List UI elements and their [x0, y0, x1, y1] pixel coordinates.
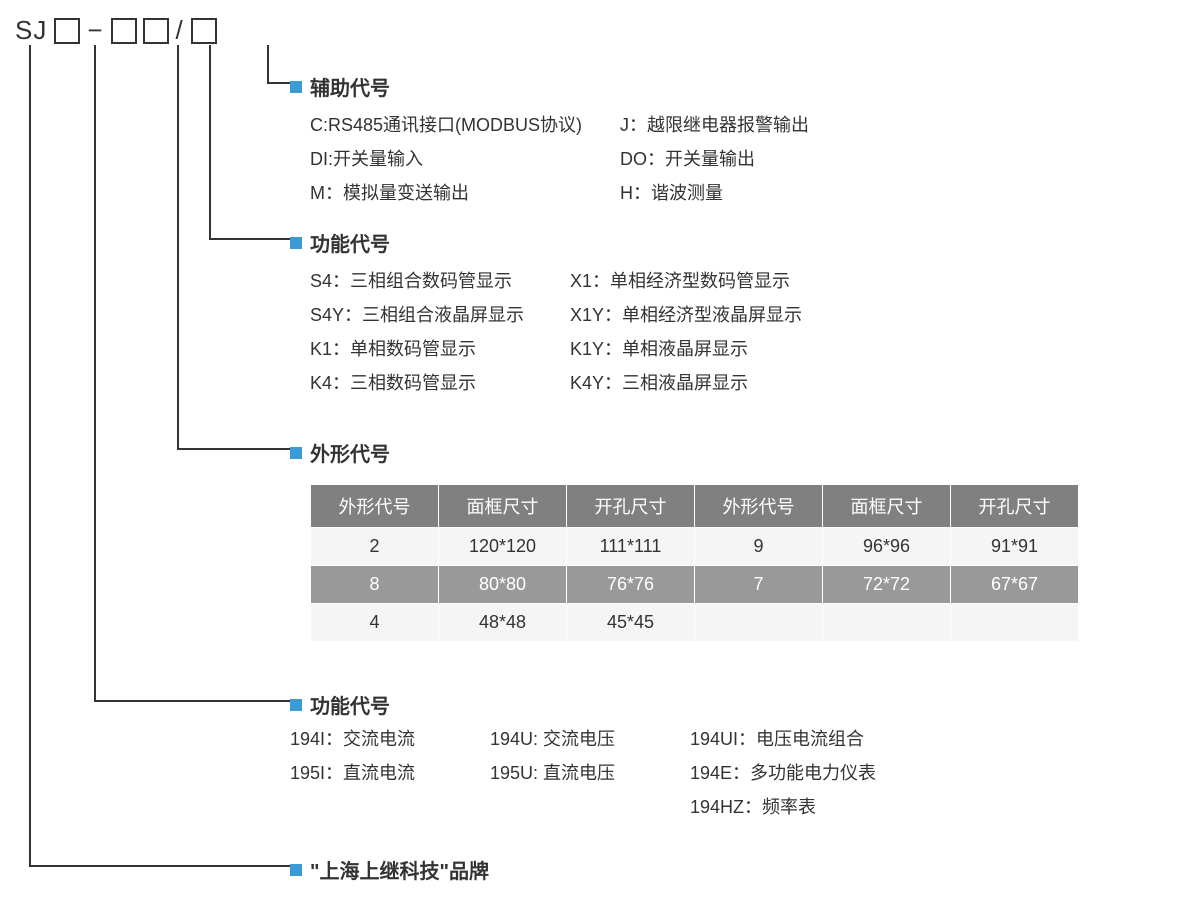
aux-right-0: J：越限继电器报警输出 — [620, 108, 930, 142]
shape-table: 外形代号 面框尺寸 开孔尺寸 外形代号 面框尺寸 开孔尺寸 2 120*120 … — [310, 484, 1079, 642]
section-func1-body: S4：三相组合数码管显示 X1：单相经济型数码管显示 S4Y：三相组合液晶屏显示… — [310, 264, 850, 400]
section-brand-header: "上海上继科技"品牌 — [290, 855, 489, 884]
section-func2-header: 功能代号 — [290, 690, 390, 719]
code-box-3 — [143, 18, 169, 44]
connector-line — [177, 45, 179, 448]
td: 120*120 — [439, 528, 567, 566]
code-box-4 — [191, 18, 217, 44]
td: 9 — [695, 528, 823, 566]
td: 111*111 — [567, 528, 695, 566]
model-code-row: SJ − / — [15, 15, 220, 46]
section-func2-body: 194I：交流电流 194U: 交流电压 194UI：电压电流组合 195I：直… — [290, 722, 910, 824]
section-shape-title: 外形代号 — [310, 438, 390, 467]
td: 45*45 — [567, 604, 695, 642]
connector-line — [209, 45, 211, 238]
func2-c2-2 — [490, 790, 690, 824]
bullet-icon — [290, 81, 302, 93]
section-brand-title: "上海上继科技"品牌 — [310, 855, 489, 884]
func1-left-0: S4：三相组合数码管显示 — [310, 264, 570, 298]
section-func1-header: 功能代号 — [290, 228, 390, 257]
section-shape-header: 外形代号 — [290, 438, 390, 467]
bullet-icon — [290, 864, 302, 876]
section-func1-title: 功能代号 — [310, 228, 390, 257]
th-1: 面框尺寸 — [439, 485, 567, 528]
connector-line — [94, 45, 96, 700]
connector-line — [29, 45, 31, 865]
func1-right-3: K4Y：三相液晶屏显示 — [570, 366, 850, 400]
aux-right-1: DO：开关量输出 — [620, 142, 930, 176]
func1-left-3: K4：三相数码管显示 — [310, 366, 570, 400]
td — [951, 604, 1079, 642]
func2-c3-2: 194HZ：频率表 — [690, 790, 910, 824]
section-func2-title: 功能代号 — [310, 690, 390, 719]
func1-left-1: S4Y：三相组合液晶屏显示 — [310, 298, 570, 332]
func2-c3-0: 194UI：电压电流组合 — [690, 722, 910, 756]
td: 67*67 — [951, 566, 1079, 604]
td: 72*72 — [823, 566, 951, 604]
connector-line — [267, 82, 290, 84]
connector-line — [29, 865, 290, 867]
func1-right-1: X1Y：单相经济型液晶屏显示 — [570, 298, 850, 332]
td: 48*48 — [439, 604, 567, 642]
bullet-icon — [290, 447, 302, 459]
th-4: 面框尺寸 — [823, 485, 951, 528]
func1-left-2: K1：单相数码管显示 — [310, 332, 570, 366]
td: 76*76 — [567, 566, 695, 604]
table-row: 8 80*80 76*76 7 72*72 67*67 — [311, 566, 1079, 604]
func1-right-2: K1Y：单相液晶屏显示 — [570, 332, 850, 366]
table-row: 4 48*48 45*45 — [311, 604, 1079, 642]
th-3: 外形代号 — [695, 485, 823, 528]
aux-left-2: M：模拟量变送输出 — [310, 176, 620, 210]
bullet-icon — [290, 237, 302, 249]
section-aux-header: 辅助代号 — [290, 72, 390, 101]
table-row: 2 120*120 111*111 9 96*96 91*91 — [311, 528, 1079, 566]
func2-c3-1: 194E：多功能电力仪表 — [690, 756, 910, 790]
func2-c1-0: 194I：交流电流 — [290, 722, 490, 756]
td: 2 — [311, 528, 439, 566]
func1-right-0: X1：单相经济型数码管显示 — [570, 264, 850, 298]
td — [695, 604, 823, 642]
td: 8 — [311, 566, 439, 604]
func2-c2-0: 194U: 交流电压 — [490, 722, 690, 756]
aux-right-2: H：谐波测量 — [620, 176, 930, 210]
table-header-row: 外形代号 面框尺寸 开孔尺寸 外形代号 面框尺寸 开孔尺寸 — [311, 485, 1079, 528]
th-0: 外形代号 — [311, 485, 439, 528]
td: 96*96 — [823, 528, 951, 566]
connector-line — [209, 238, 290, 240]
func2-c1-1: 195I：直流电流 — [290, 756, 490, 790]
connector-line — [94, 700, 290, 702]
aux-left-0: C:RS485通讯接口(MODBUS协议) — [310, 108, 620, 142]
connector-line — [267, 45, 269, 82]
func2-c1-2 — [290, 790, 490, 824]
th-5: 开孔尺寸 — [951, 485, 1079, 528]
td: 91*91 — [951, 528, 1079, 566]
connector-line — [177, 448, 290, 450]
td — [823, 604, 951, 642]
code-box-2 — [111, 18, 137, 44]
td: 7 — [695, 566, 823, 604]
td: 80*80 — [439, 566, 567, 604]
th-2: 开孔尺寸 — [567, 485, 695, 528]
td: 4 — [311, 604, 439, 642]
bullet-icon — [290, 699, 302, 711]
func2-c2-1: 195U: 直流电压 — [490, 756, 690, 790]
code-prefix: SJ — [15, 15, 47, 46]
section-aux-body: C:RS485通讯接口(MODBUS协议) J：越限继电器报警输出 DI:开关量… — [310, 108, 930, 210]
code-dash: − — [87, 15, 103, 46]
code-slash: / — [176, 15, 184, 46]
aux-left-1: DI:开关量输入 — [310, 142, 620, 176]
code-box-1 — [54, 18, 80, 44]
section-aux-title: 辅助代号 — [310, 72, 390, 101]
